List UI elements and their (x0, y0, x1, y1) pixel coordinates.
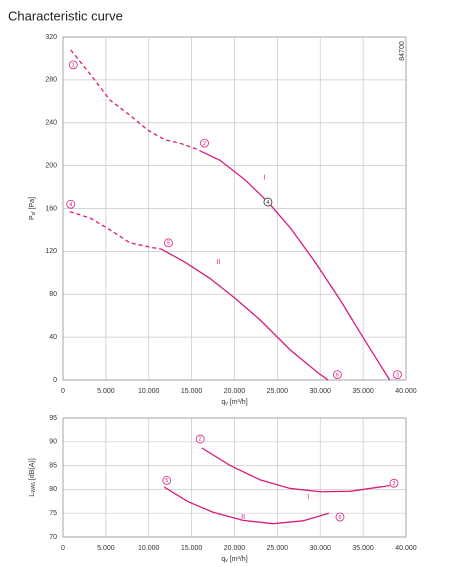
x-tick-label: 40.000 (395, 545, 417, 552)
x-tick-label: 15.000 (181, 545, 203, 552)
curve (163, 486, 330, 525)
y-tick-label: 160 (45, 205, 57, 212)
ylabel: LWA5 [dB(A)] (29, 458, 37, 496)
point-marker (263, 197, 273, 207)
curve (69, 211, 162, 250)
point-label: 2 (203, 141, 206, 147)
ylabel-unit: [Pa] (29, 197, 36, 210)
x-tick-label: 5.000 (97, 545, 115, 552)
y-tick-label: 240 (45, 120, 57, 127)
xlabel: qv [m³/h] (221, 556, 247, 564)
ylabel-symbol: P (29, 215, 36, 220)
x-tick-label: 25.000 (267, 388, 289, 395)
x-tick-label: 0 (61, 388, 65, 395)
point-label: 4 (69, 202, 72, 208)
y-tick-label: 40 (49, 334, 57, 341)
xlabel-unit: [m³/h] (230, 556, 248, 563)
y-tick-label: 320 (45, 34, 57, 41)
point-label: 3 (392, 481, 395, 487)
y-tick-label: 85 (49, 462, 57, 469)
y-tick-label: 80 (49, 486, 57, 493)
point-label: 6 (338, 515, 341, 521)
x-tick-label: 0 (61, 545, 65, 552)
point-marker (66, 199, 76, 209)
x-tick-label: 5.000 (97, 388, 115, 395)
point-label: 4 (266, 200, 269, 206)
drawing-code: 84700 (399, 41, 406, 61)
point-marker (162, 475, 172, 485)
point-marker (389, 478, 399, 488)
ylabel-subscript: WA5 (31, 482, 37, 493)
point-marker (195, 434, 205, 444)
x-tick-label: 30.000 (310, 545, 332, 552)
curve-label: II (216, 259, 220, 266)
plot-frame (62, 417, 407, 538)
y-tick-label: 75 (49, 510, 57, 517)
x-tick-label: 35.000 (352, 388, 374, 395)
point-marker (335, 512, 345, 522)
point-marker (200, 138, 209, 148)
point-marker (164, 238, 173, 248)
y-tick-label: 280 (45, 77, 57, 84)
y-tick-label: 80 (49, 291, 57, 298)
x-tick-label: 20.000 (224, 545, 246, 552)
y-tick-label: 95 (49, 415, 57, 422)
xlabel-unit: [m³/h] (230, 399, 248, 406)
curve (70, 49, 203, 153)
ylabel-unit: [dB(A)] (29, 458, 36, 480)
chart-title: Characteristic curve (8, 8, 123, 23)
point-label: 5 (165, 478, 168, 484)
point-marker (332, 370, 342, 380)
curve-label: I (307, 494, 309, 501)
xlabel-symbol: q (221, 556, 225, 563)
y-tick-label: 90 (49, 439, 57, 446)
curve (201, 447, 390, 493)
point-label: 3 (396, 372, 399, 378)
xlabel-subscript: v (225, 558, 228, 564)
x-tick-label: 30.000 (310, 388, 332, 395)
curve-label: II (241, 514, 245, 521)
xlabel: qv [m³/h] (221, 399, 247, 407)
x-tick-label: 15.000 (181, 388, 203, 395)
x-tick-label: 20.000 (224, 388, 246, 395)
curve (201, 151, 391, 381)
y-tick-label: 0 (53, 377, 57, 384)
point-label: 1 (72, 63, 75, 69)
ylabel: Psf[Pa] (29, 197, 37, 220)
ylabel-subscript: sf (31, 211, 37, 216)
y-tick-label: 70 (49, 534, 57, 541)
x-tick-label: 10.000 (138, 388, 160, 395)
xlabel-symbol: q (221, 399, 225, 406)
point-label: 6 (336, 372, 339, 378)
point-label: 2 (199, 437, 202, 443)
x-tick-label: 25.000 (267, 545, 289, 552)
xlabel-subscript: v (225, 401, 228, 407)
x-tick-label: 10.000 (138, 545, 160, 552)
plot-frame (62, 36, 407, 381)
point-marker (68, 60, 78, 70)
curve-label: I (264, 174, 266, 181)
y-tick-label: 120 (45, 248, 57, 255)
ylabel-symbol: L (29, 493, 36, 497)
point-label: 5 (167, 241, 170, 247)
x-tick-label: 35.000 (352, 545, 374, 552)
point-marker (393, 370, 402, 380)
curve (161, 248, 329, 381)
x-tick-label: 40.000 (395, 388, 417, 395)
y-tick-label: 200 (45, 162, 57, 169)
